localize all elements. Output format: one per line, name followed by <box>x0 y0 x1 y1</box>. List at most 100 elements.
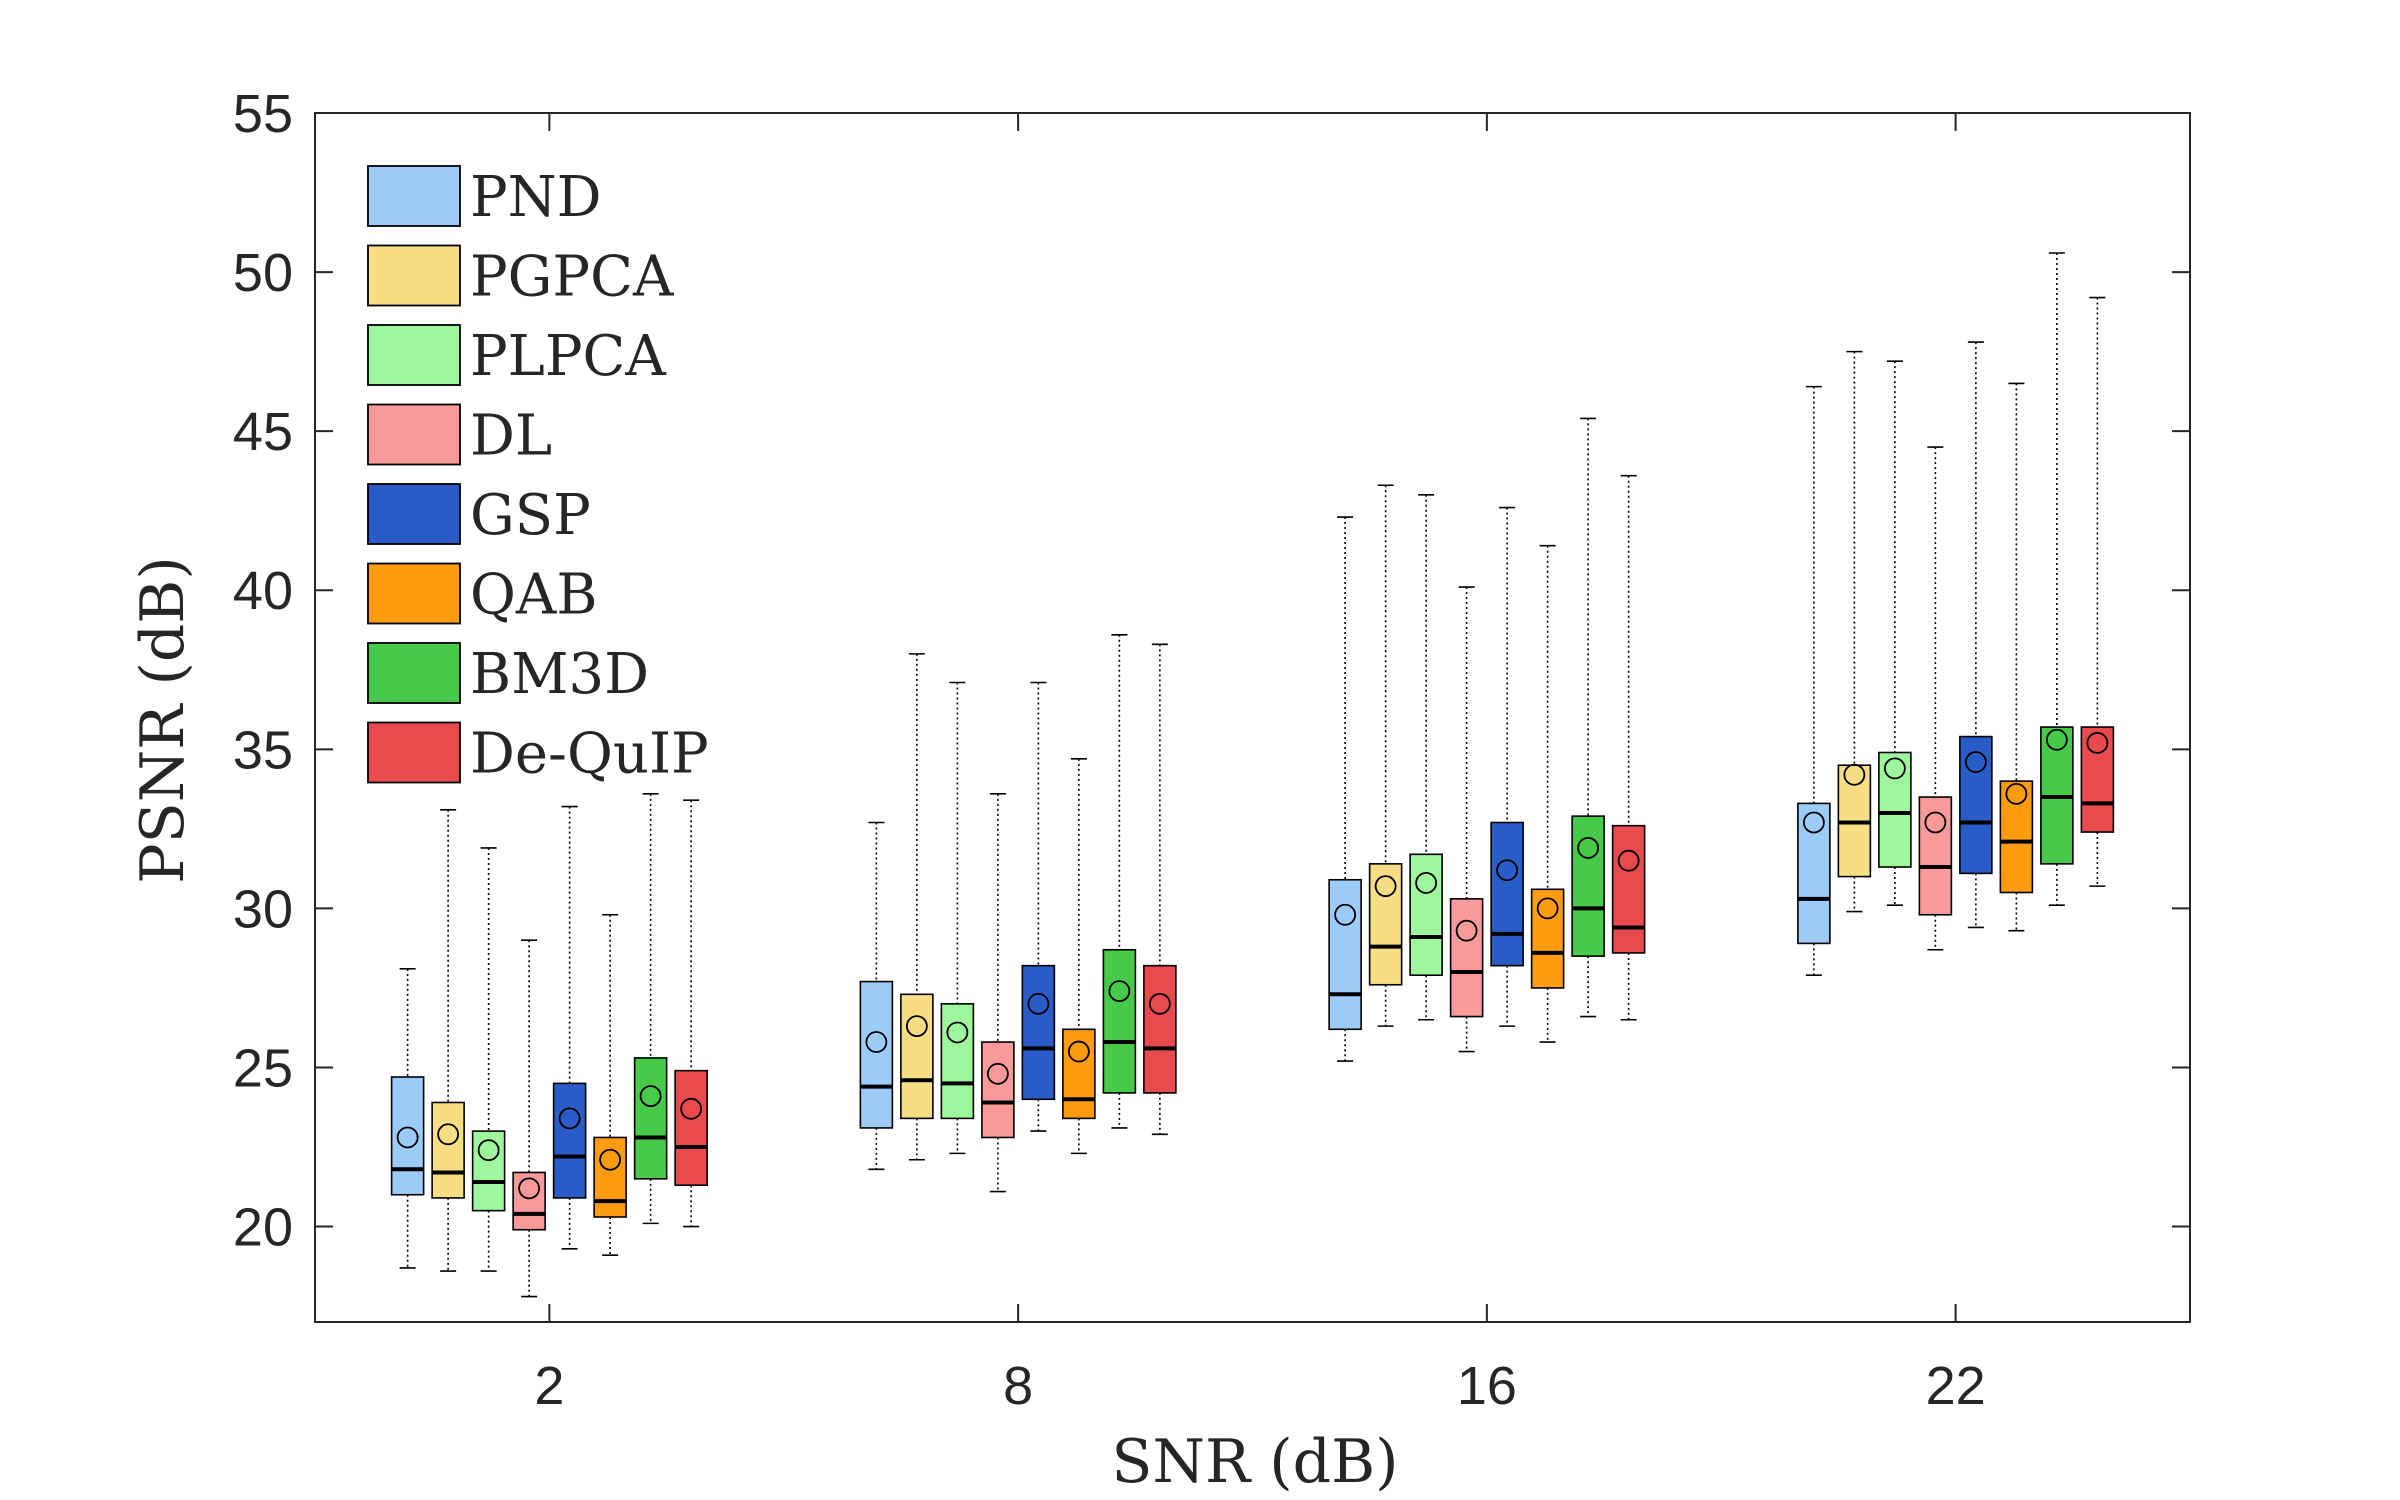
mean-marker <box>518 1177 541 1200</box>
iqr-box <box>1409 853 1443 977</box>
mean-marker <box>905 1015 928 1038</box>
legend-label: GSP <box>470 483 591 548</box>
legend-swatch <box>367 403 461 466</box>
legend-item-dl: DL <box>367 403 552 469</box>
legend: PND PGPCA PLPCA DL GSP QAB BM3D De-QuIP <box>367 165 709 787</box>
legend-swatch <box>367 721 461 784</box>
box-bm3d-8 <box>1102 633 1137 1129</box>
x-tick-label: 2 <box>534 1356 564 1416</box>
iqr-box <box>1918 796 1953 916</box>
iqr-box <box>1797 802 1831 945</box>
box-pnd-8 <box>859 821 894 1171</box>
box-gsp-22 <box>1959 341 1993 929</box>
iqr-box <box>900 993 934 1120</box>
box-pnd-2 <box>390 968 425 1269</box>
legend-item-pgpca: PGPCA <box>367 244 674 310</box>
mean-marker <box>599 1148 622 1171</box>
iqr-box <box>552 1082 587 1199</box>
mean-marker <box>1883 757 1906 780</box>
box-dl-8 <box>981 793 1015 1193</box>
y-tick-label: 20 <box>233 1198 293 1258</box>
box-de-quip-16 <box>1611 474 1646 1021</box>
mean-marker <box>1334 903 1357 926</box>
mean-marker <box>1027 992 1050 1015</box>
x-tick-label: 22 <box>1926 1356 1986 1416</box>
legend-label: BM3D <box>470 642 649 707</box>
iqr-box <box>674 1069 708 1186</box>
legend-label: De-QuIP <box>470 722 709 787</box>
legend-label: DL <box>470 404 552 469</box>
iqr-box <box>1102 948 1137 1094</box>
legend-item-plpca: PLPCA <box>367 324 666 389</box>
box-qab-2 <box>593 913 627 1256</box>
legend-item-qab: QAB <box>367 563 598 628</box>
y-tick-label: 50 <box>233 243 293 303</box>
legend-swatch <box>367 324 461 386</box>
mean-marker <box>1496 859 1519 882</box>
legend-swatch <box>367 483 461 545</box>
mean-marker <box>1536 897 1559 920</box>
mean-marker <box>2045 728 2068 751</box>
box-dl-2 <box>512 939 546 1298</box>
iqr-box <box>633 1057 668 1180</box>
mean-marker <box>1148 992 1171 1015</box>
box-plpca-2 <box>471 847 506 1272</box>
iqr-box <box>2080 726 2115 833</box>
iqr-box <box>512 1171 546 1231</box>
box-bm3d-2 <box>633 793 668 1225</box>
iqr-box <box>981 1041 1015 1139</box>
box-gsp-16 <box>1490 506 1524 1027</box>
mean-marker <box>2005 782 2028 805</box>
mean-marker <box>558 1107 581 1130</box>
box-dl-16 <box>1449 586 1484 1053</box>
box-de-quip-2 <box>674 799 708 1228</box>
legend-swatch <box>367 642 461 704</box>
iqr-box <box>1449 898 1484 1018</box>
x-axis: 2 8 16 22 <box>534 113 1986 1416</box>
iqr-box <box>471 1130 506 1212</box>
box-qab-8 <box>1062 758 1096 1155</box>
legend-label: PGPCA <box>470 245 674 310</box>
box-plpca-16 <box>1409 493 1443 1021</box>
iqr-box <box>1021 964 1056 1101</box>
iqr-box <box>940 1003 975 1120</box>
mean-marker <box>1617 849 1640 872</box>
box-dl-22 <box>1918 446 1953 951</box>
iqr-box <box>593 1136 627 1218</box>
iqr-box <box>1999 780 2034 894</box>
box-de-quip-22 <box>2080 296 2115 887</box>
iqr-box <box>1959 735 1993 875</box>
mean-marker <box>1964 751 1987 773</box>
mean-marker <box>437 1123 460 1146</box>
box-bm3d-22 <box>2040 252 2074 907</box>
box-gsp-2 <box>552 805 587 1250</box>
iqr-box <box>390 1076 425 1196</box>
legend-swatch <box>367 244 461 307</box>
box-pgpca-8 <box>900 653 934 1161</box>
mean-marker <box>1108 980 1131 1003</box>
iqr-box <box>1143 964 1177 1094</box>
box-bm3d-16 <box>1571 417 1605 1018</box>
y-tick-label: 25 <box>233 1038 293 1098</box>
mean-marker <box>1843 763 1866 786</box>
legend-item-gsp: GSP <box>367 483 591 548</box>
mean-marker <box>2086 732 2109 754</box>
legend-label: PND <box>470 165 602 230</box>
y-tick-label: 35 <box>233 720 293 780</box>
mean-marker <box>639 1085 662 1108</box>
y-tick-label: 45 <box>233 402 293 462</box>
mean-marker <box>1802 811 1825 834</box>
mean-marker <box>1924 811 1947 834</box>
y-tick-label: 40 <box>233 561 293 621</box>
mean-marker <box>1374 875 1397 898</box>
mean-marker <box>396 1126 419 1149</box>
box-pnd-16 <box>1328 516 1362 1062</box>
mean-marker <box>1067 1040 1090 1063</box>
y-axis-title: PSNR (dB) <box>128 556 198 884</box>
box-pgpca-22 <box>1837 350 1872 913</box>
mean-marker <box>1577 837 1600 859</box>
iqr-box <box>859 980 894 1129</box>
mean-marker <box>986 1062 1009 1085</box>
mean-marker <box>865 1031 888 1053</box>
